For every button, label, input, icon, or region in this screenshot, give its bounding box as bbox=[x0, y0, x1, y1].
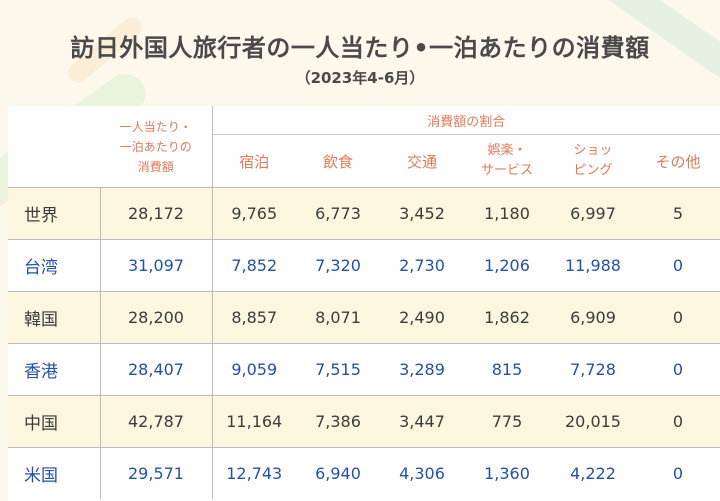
table-cell: 0 bbox=[636, 395, 720, 448]
table-cell: 5 bbox=[636, 187, 720, 240]
table-cell: 6,909 bbox=[550, 291, 636, 344]
table-cell-total: 28,407 bbox=[99, 343, 212, 396]
table-cell: 9,059 bbox=[211, 343, 296, 396]
table-cell: 1,206 bbox=[464, 239, 550, 292]
row-label: 韓国 bbox=[8, 291, 100, 344]
title-block: 訪日外国人旅行者の一人当たり•一泊あたりの消費額 （2023年4-6月） bbox=[0, 28, 720, 88]
table-cell: 7,852 bbox=[211, 239, 296, 292]
table-row: 韓国 28,200 8,857 8,071 2,490 1,862 6,909 0 bbox=[8, 291, 720, 344]
column-header-text: その他 bbox=[655, 152, 701, 171]
table-cell: 7,386 bbox=[296, 395, 380, 448]
table-cell: 3,452 bbox=[380, 187, 464, 240]
column-header-text: 宿泊 bbox=[239, 152, 270, 171]
table-cell: 7,515 bbox=[296, 343, 380, 396]
table-cell: 0 bbox=[636, 291, 720, 344]
table-cell: 1,180 bbox=[464, 187, 550, 240]
chart-subtitle: （2023年4-6月） bbox=[295, 69, 425, 87]
table-cell: 0 bbox=[636, 239, 720, 292]
data-table: 一人当たり・ 一泊あたりの 消費額 消費額の割合 宿泊 飲食 交通 娯楽・ サービス ショッピ… bbox=[8, 106, 720, 499]
column-header: 交通 bbox=[380, 134, 464, 188]
row-label: 台湾 bbox=[8, 239, 100, 292]
row-label: 中国 bbox=[8, 395, 100, 448]
header-first-line: 一人当たり・ bbox=[119, 119, 192, 134]
column-header-text: ピング bbox=[573, 163, 613, 178]
table-row: 中国 42,787 11,164 7,386 3,447 775 20,015 0 bbox=[8, 395, 720, 448]
column-header: 飲食 bbox=[296, 134, 380, 188]
table-cell: 6,940 bbox=[296, 447, 380, 499]
column-header-text: サービス bbox=[480, 163, 533, 178]
table-row: 台湾 31,097 7,852 7,320 2,730 1,206 11,988 0 bbox=[8, 239, 720, 292]
table-cell: 2,490 bbox=[380, 291, 464, 344]
table-row: 米国 29,571 12,743 6,940 4,306 1,360 4,222 0 bbox=[8, 447, 720, 499]
header-first-line: 一泊あたりの bbox=[119, 139, 192, 154]
column-header-text: 娯楽・ bbox=[487, 143, 527, 158]
table-cell: 9,765 bbox=[211, 187, 296, 240]
table-cell: 3,447 bbox=[380, 395, 464, 448]
table-cell: 8,071 bbox=[296, 291, 380, 344]
table-cell: 4,306 bbox=[380, 447, 464, 499]
table-cell: 1,862 bbox=[464, 291, 550, 344]
table-cell: 20,015 bbox=[550, 395, 636, 448]
row-label: 米国 bbox=[8, 447, 100, 499]
table-cell-total: 42,787 bbox=[99, 395, 212, 448]
table-cell-total: 31,097 bbox=[99, 239, 212, 292]
row-label: 世界 bbox=[8, 187, 100, 240]
table-cell: 11,164 bbox=[211, 395, 296, 448]
table-cell: 12,743 bbox=[211, 447, 296, 499]
table-cell: 6,997 bbox=[550, 187, 636, 240]
table-cell: 7,728 bbox=[550, 343, 636, 396]
table-cell: 7,320 bbox=[296, 239, 380, 292]
data-table-container: 一人当たり・ 一泊あたりの 消費額 消費額の割合 宿泊 飲食 交通 娯楽・ サービス ショッピ… bbox=[8, 106, 720, 501]
column-header: ショッ ピング bbox=[550, 134, 636, 188]
chart-title: 訪日外国人旅行者の一人当たり•一泊あたりの消費額 bbox=[70, 34, 650, 62]
table-row: 香港 28,407 9,059 7,515 3,289 815 7,728 0 bbox=[8, 343, 720, 396]
header-group: 消費額の割合 bbox=[211, 106, 720, 135]
table-cell-total: 29,571 bbox=[99, 447, 212, 499]
header-blank bbox=[8, 106, 100, 188]
column-header-text: ショッ bbox=[573, 143, 613, 158]
table-cell: 8,857 bbox=[211, 291, 296, 344]
column-header: 娯楽・ サービス bbox=[464, 134, 550, 188]
table-cell: 1,360 bbox=[464, 447, 550, 499]
row-label: 香港 bbox=[8, 343, 100, 396]
table-cell: 6,773 bbox=[296, 187, 380, 240]
header-per-person-per-night: 一人当たり・ 一泊あたりの 消費額 bbox=[100, 106, 212, 188]
column-header: 宿泊 bbox=[211, 134, 296, 188]
table-cell-total: 28,172 bbox=[99, 187, 212, 240]
table-row: 世界 28,172 9,765 6,773 3,452 1,180 6,997 5 bbox=[8, 187, 720, 240]
table-cell: 2,730 bbox=[380, 239, 464, 292]
table-cell: 4,222 bbox=[550, 447, 636, 499]
table-cell: 0 bbox=[636, 343, 720, 396]
table-cell: 3,289 bbox=[380, 343, 464, 396]
column-header: その他 bbox=[636, 134, 720, 188]
column-header-text: 交通 bbox=[406, 152, 437, 171]
table-cell: 775 bbox=[464, 395, 550, 448]
header-first-line: 消費額 bbox=[137, 159, 174, 174]
table-cell: 11,988 bbox=[550, 239, 636, 292]
table-cell-total: 28,200 bbox=[99, 291, 212, 344]
table-cell: 815 bbox=[464, 343, 550, 396]
column-header-text: 飲食 bbox=[322, 152, 353, 171]
table-cell: 0 bbox=[636, 447, 720, 499]
